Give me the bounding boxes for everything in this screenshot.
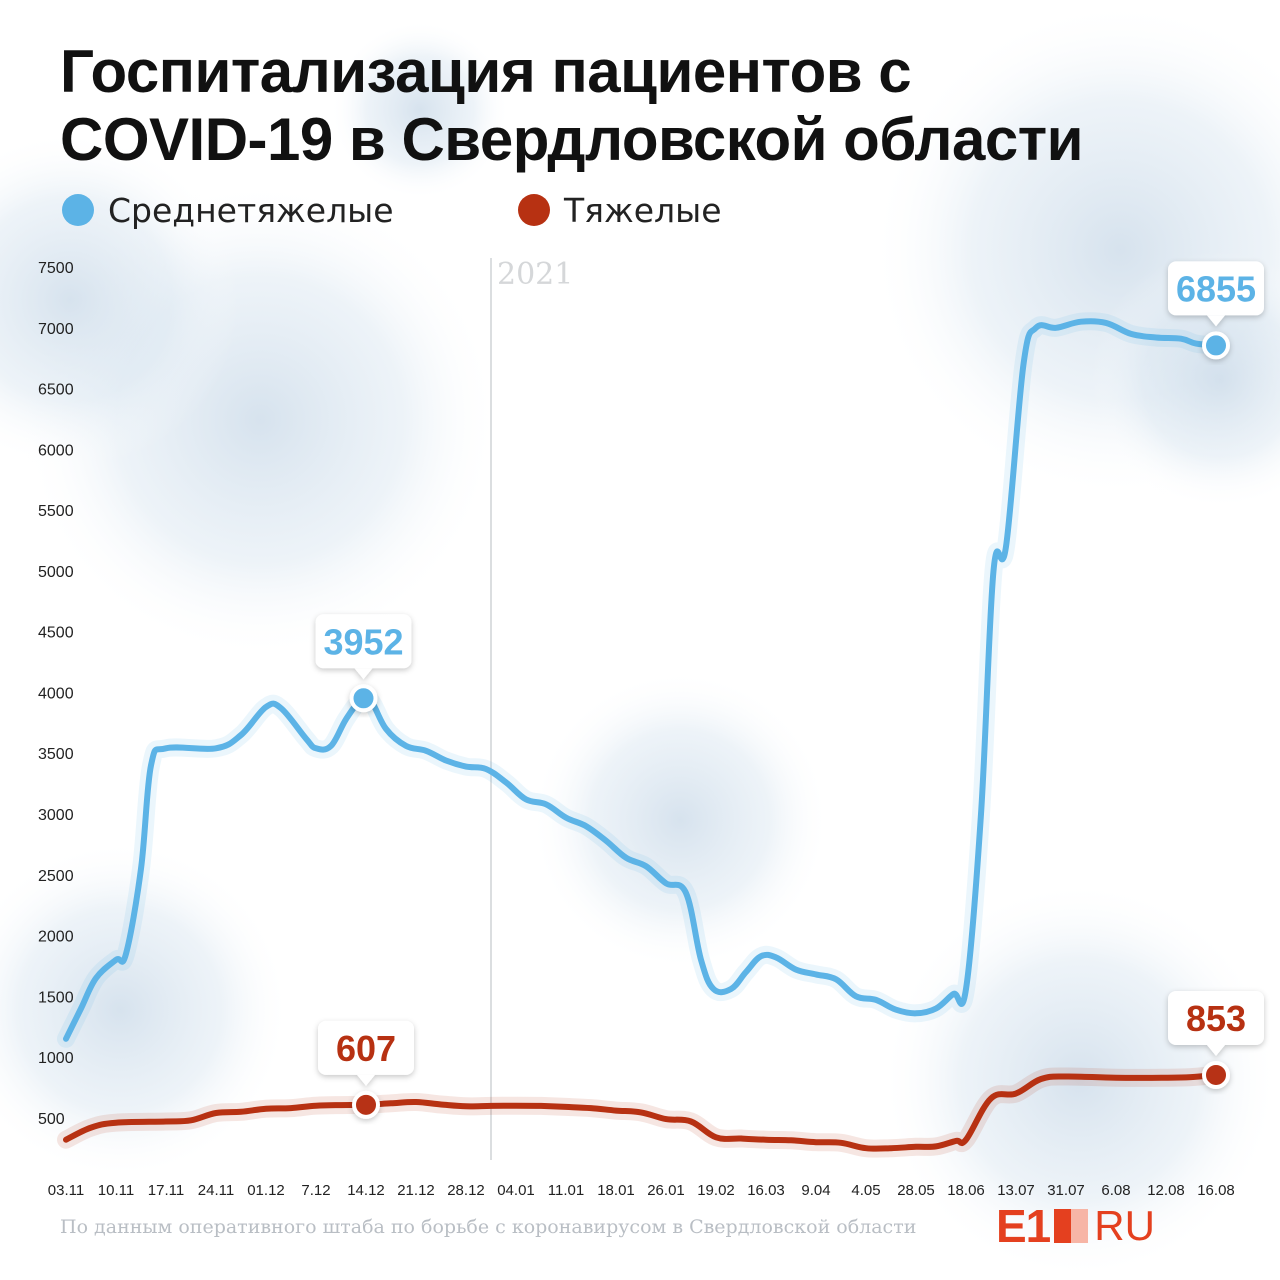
x-tick-label: 11.01 bbox=[548, 1182, 584, 1199]
callout-bubble-moderate bbox=[315, 614, 412, 680]
x-tick-label: 21.12 bbox=[397, 1182, 435, 1199]
callout-value-moderate: 3952 bbox=[323, 621, 403, 662]
legend-label-severe: Тяжелые bbox=[564, 190, 722, 230]
title-line-2: COVID-19 в Свердловской области bbox=[60, 106, 1084, 173]
legend-label-moderate: Среднетяжелые bbox=[108, 190, 394, 230]
x-tick-label: 6.08 bbox=[1101, 1182, 1130, 1199]
callout-value-severe: 607 bbox=[336, 1028, 396, 1069]
y-tick-label: 500 bbox=[38, 1111, 65, 1128]
x-tick-label: 03.11 bbox=[48, 1182, 84, 1199]
x-tick-label: 16.03 bbox=[747, 1182, 785, 1199]
callout-bubble-severe bbox=[1168, 990, 1264, 1056]
x-tick-label: 24.11 bbox=[198, 1182, 234, 1199]
callout-value-moderate: 6855 bbox=[1176, 268, 1256, 309]
y-tick-label: 7500 bbox=[38, 260, 74, 277]
x-tick-label: 18.01 bbox=[597, 1182, 635, 1199]
y-tick-label: 1500 bbox=[38, 989, 74, 1006]
legend-item-moderate: Среднетяжелые bbox=[62, 190, 394, 230]
x-tick-label: 04.01 bbox=[497, 1182, 535, 1199]
logo-ru-text: RU bbox=[1094, 1202, 1155, 1249]
page-title: Госпитализация пациентов с COVID-19 в Св… bbox=[60, 38, 1240, 174]
legend-item-severe: Тяжелые bbox=[518, 190, 722, 230]
x-tick-label: 10.11 bbox=[98, 1182, 134, 1199]
x-tick-label: 28.05 bbox=[897, 1182, 935, 1199]
year-marker-label: 2021 bbox=[497, 257, 573, 292]
x-tick-label: 4.05 bbox=[851, 1182, 880, 1199]
callout-value-severe: 853 bbox=[1186, 998, 1246, 1039]
y-tick-label: 5500 bbox=[38, 503, 74, 520]
callout-point-severe bbox=[1202, 1060, 1230, 1089]
series-moderate-line bbox=[63, 318, 1219, 1042]
y-tick-label: 3500 bbox=[38, 746, 74, 763]
x-tick-label: 16.08 bbox=[1197, 1182, 1235, 1199]
series-moderate-glow bbox=[57, 312, 1225, 1048]
x-tick-label: 26.01 bbox=[647, 1182, 685, 1199]
callout-point-moderate bbox=[349, 684, 378, 713]
logo-e1-text: E1 bbox=[996, 1200, 1051, 1252]
x-tick-label: 7.12 bbox=[301, 1182, 330, 1199]
x-tick-label: 13.07 bbox=[997, 1182, 1035, 1199]
x-tick-label: 28.12 bbox=[447, 1182, 485, 1199]
y-tick-label: 4000 bbox=[38, 685, 74, 702]
callout-bubble-severe bbox=[318, 1020, 414, 1086]
y-tick-label: 1000 bbox=[38, 1050, 74, 1067]
callout-point-moderate bbox=[1202, 331, 1230, 360]
callout-point-severe bbox=[352, 1090, 380, 1119]
y-tick-label: 5000 bbox=[38, 564, 74, 581]
x-tick-label: 9.04 bbox=[801, 1182, 830, 1199]
title-line-1: Госпитализация пациентов с bbox=[60, 38, 912, 105]
logo-square-icon bbox=[1054, 1209, 1089, 1243]
e1-ru-logo: E1 RU bbox=[996, 1200, 1155, 1252]
legend-dot-moderate-icon bbox=[62, 194, 94, 226]
y-tick-label: 2500 bbox=[38, 868, 74, 885]
callout-bubble-moderate bbox=[1168, 261, 1264, 327]
x-tick-label: 31.07 bbox=[1047, 1182, 1085, 1199]
y-tick-label: 4500 bbox=[38, 625, 74, 642]
x-tick-label: 17.11 bbox=[148, 1182, 184, 1199]
y-tick-label: 7000 bbox=[38, 321, 74, 338]
y-tick-label: 6500 bbox=[38, 382, 74, 399]
y-tick-label: 3000 bbox=[38, 807, 74, 824]
x-tick-label: 01.12 bbox=[247, 1182, 285, 1199]
x-tick-label: 18.06 bbox=[947, 1182, 985, 1199]
source-note: По данным оперативного штаба по борьбе с… bbox=[60, 1216, 917, 1238]
legend-dot-severe-icon bbox=[518, 194, 550, 226]
x-tick-label: 14.12 bbox=[347, 1182, 385, 1199]
x-tick-label: 19.02 bbox=[697, 1182, 735, 1199]
y-tick-label: 6000 bbox=[38, 442, 74, 459]
series-severe-line bbox=[63, 1071, 1219, 1152]
y-tick-label: 2000 bbox=[38, 929, 74, 946]
x-tick-label: 12.08 bbox=[1147, 1182, 1185, 1199]
